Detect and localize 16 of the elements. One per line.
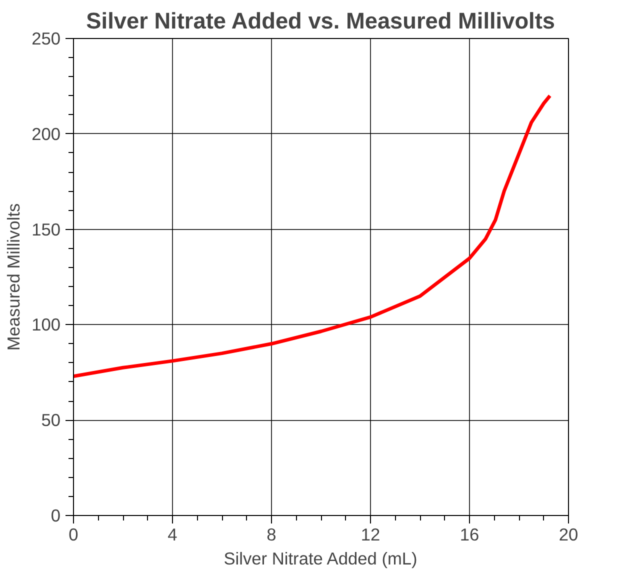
y-tick-label: 0 [50,506,61,526]
x-tick-label: 16 [460,524,480,544]
y-axis-title: Measured Millivolts [4,203,24,351]
x-tick-label: 4 [168,524,178,544]
y-tick-label: 100 [32,314,61,335]
y-tick-label: 200 [32,124,61,144]
x-tick-label: 0 [68,524,78,544]
x-tick-label: 12 [360,524,380,544]
x-axis-title: Silver Nitrate Added (mL) [224,548,418,568]
y-tick-label: 50 [41,410,61,430]
x-tick-label: 8 [266,524,276,544]
x-tick-label: 20 [558,524,578,544]
y-tick-label: 150 [32,219,61,240]
line-series [74,94,552,378]
y-tick-label: 250 [32,28,61,48]
chart-title: Silver Nitrate Added vs. Measured Millivolts [86,8,555,34]
